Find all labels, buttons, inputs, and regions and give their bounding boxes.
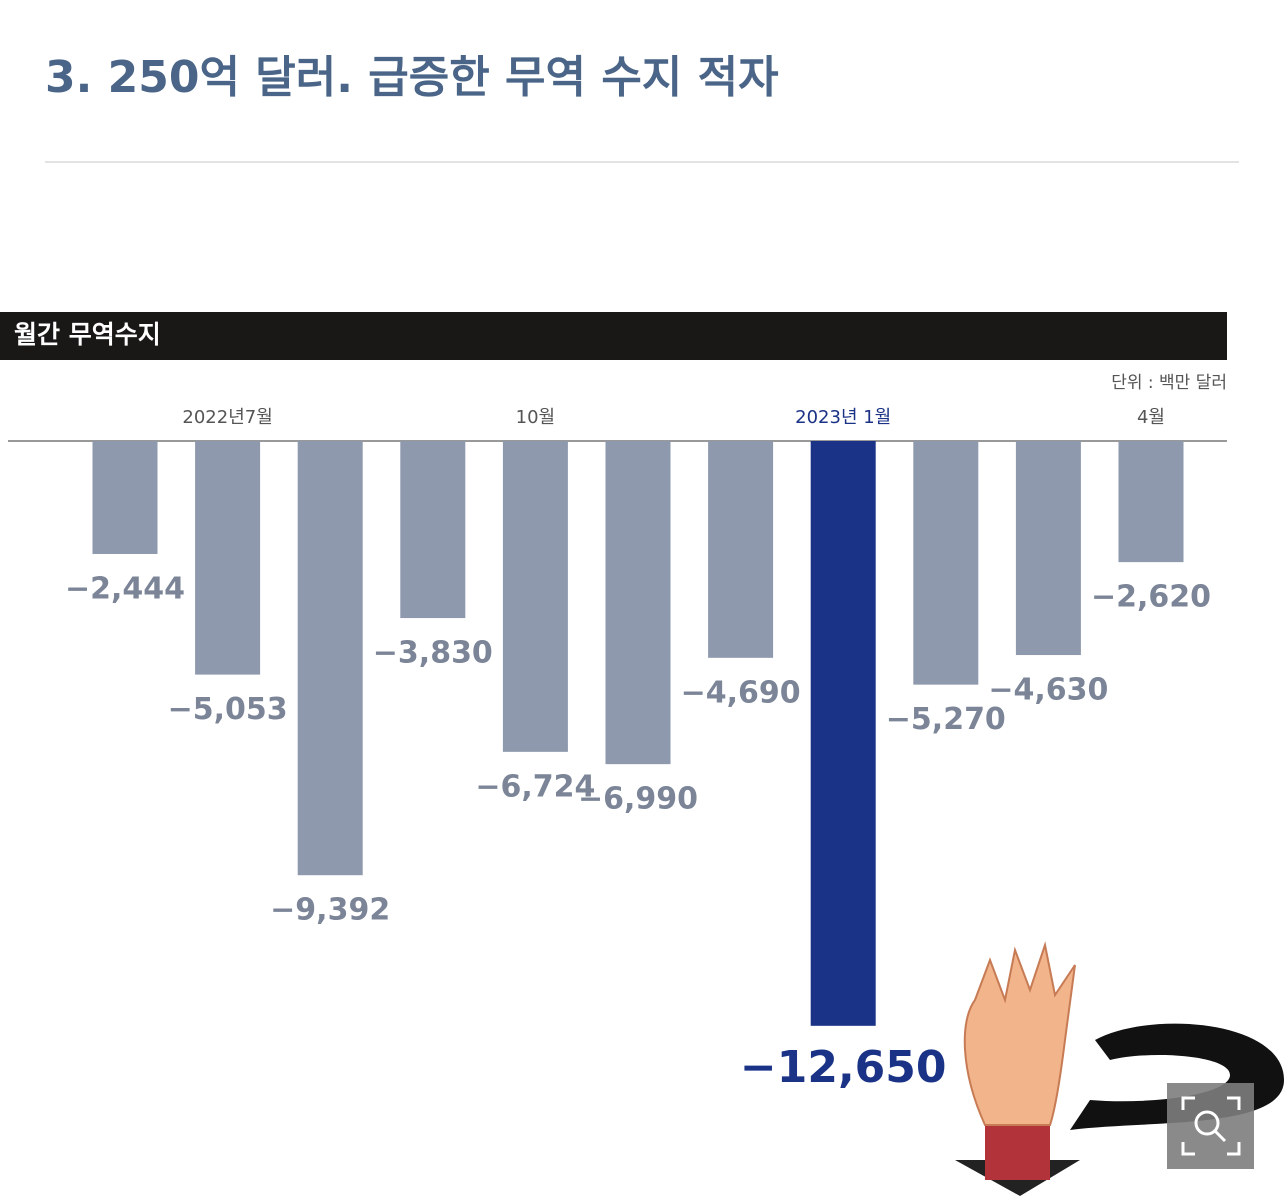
zoom-button[interactable] bbox=[1167, 1083, 1254, 1169]
x-tick-label: 4월 bbox=[1137, 407, 1165, 428]
x-tick-label: 10월 bbox=[516, 407, 555, 428]
unit-label: 단위 : 백만 달러 bbox=[1111, 373, 1227, 393]
value-label: −12,650 bbox=[740, 1042, 947, 1093]
bar bbox=[400, 441, 466, 619]
chart-title: 월간 무역수지 bbox=[14, 320, 161, 349]
bar bbox=[502, 441, 568, 752]
x-tick-label: 2023년 1월 bbox=[795, 407, 891, 428]
x-tick-label: 2022년7월 bbox=[182, 407, 272, 428]
bar bbox=[605, 441, 671, 765]
value-label: −6,724 bbox=[475, 769, 595, 804]
value-label: −4,690 bbox=[681, 675, 801, 710]
chart-header bbox=[0, 312, 1227, 360]
value-label: −5,270 bbox=[886, 702, 1006, 737]
article-title: 3. 250억 달러. 급증한 무역 수지 적자 bbox=[45, 52, 779, 103]
zoom-bg[interactable] bbox=[1167, 1083, 1254, 1169]
value-label: −4,630 bbox=[988, 673, 1108, 708]
bar bbox=[1015, 441, 1081, 656]
value-label: −2,444 bbox=[65, 571, 185, 606]
value-label: −3,830 bbox=[373, 636, 493, 671]
bar bbox=[810, 441, 876, 1026]
bar bbox=[297, 441, 363, 876]
bar bbox=[708, 441, 774, 658]
bar bbox=[92, 441, 158, 554]
value-label: −2,620 bbox=[1091, 580, 1211, 615]
value-label: −9,392 bbox=[270, 893, 390, 928]
bar bbox=[1118, 441, 1184, 563]
value-label: −6,990 bbox=[578, 782, 698, 817]
bar bbox=[913, 441, 979, 685]
value-label: −5,053 bbox=[168, 692, 288, 727]
bar bbox=[195, 441, 261, 675]
